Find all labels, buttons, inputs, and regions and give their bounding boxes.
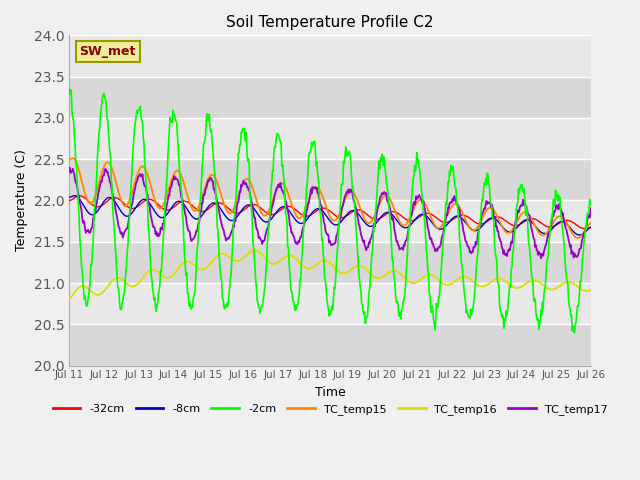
Bar	[69, 36, 591, 77]
Bar	[69, 242, 591, 283]
X-axis label: Time: Time	[315, 386, 346, 399]
Text: SW_met: SW_met	[79, 45, 136, 58]
Y-axis label: Temperature (C): Temperature (C)	[15, 150, 28, 252]
Bar	[69, 283, 591, 324]
Bar	[69, 77, 591, 118]
Bar	[69, 201, 591, 242]
Bar	[69, 324, 591, 366]
Legend: -32cm, -8cm, -2cm, TC_temp15, TC_temp16, TC_temp17: -32cm, -8cm, -2cm, TC_temp15, TC_temp16,…	[48, 400, 612, 420]
Title: Soil Temperature Profile C2: Soil Temperature Profile C2	[227, 15, 434, 30]
Bar	[69, 159, 591, 201]
Bar	[69, 118, 591, 159]
